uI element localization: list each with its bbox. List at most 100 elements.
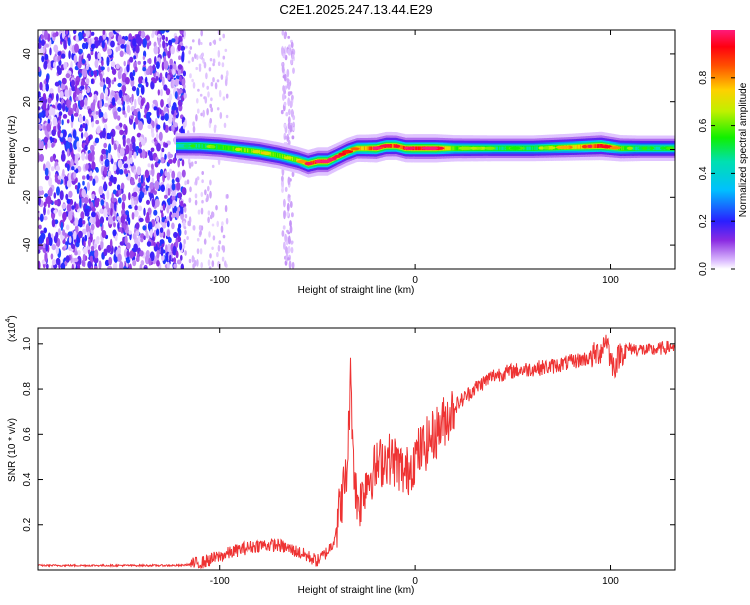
signal-core-slice <box>366 146 368 151</box>
noise-speck <box>94 59 99 68</box>
noise-speck <box>207 216 210 223</box>
noise-speck <box>209 179 212 186</box>
noise-speck <box>197 88 200 92</box>
noise-speck <box>163 84 168 91</box>
noise-speck <box>207 91 210 98</box>
noise-speck <box>119 50 124 58</box>
noise-speck <box>204 96 208 104</box>
noise-speck <box>119 261 124 269</box>
noise-speck <box>171 170 176 180</box>
noise-speck <box>160 116 165 121</box>
noise-speck <box>197 209 201 215</box>
noise-speck <box>132 191 138 197</box>
noise-speck <box>91 211 96 218</box>
noise-speck <box>175 210 180 220</box>
noise-speck <box>155 216 160 222</box>
noise-speck <box>209 190 212 199</box>
noise-speck <box>75 136 79 143</box>
signal-core-slice <box>445 146 447 151</box>
signal-core-slice <box>528 146 530 151</box>
noise-speck <box>223 122 227 128</box>
noise-speck <box>44 60 48 66</box>
noise-speck <box>108 143 112 154</box>
noise-speck <box>153 209 158 216</box>
noise-speck <box>198 65 202 72</box>
noise-speck <box>82 180 85 186</box>
signal-core-slice <box>198 144 200 148</box>
noise-speck <box>111 68 117 75</box>
noise-speck <box>114 201 117 212</box>
noise-speck <box>197 108 200 114</box>
noise-speck <box>112 164 117 172</box>
noise-speck <box>134 66 138 73</box>
noise-speck <box>64 232 67 239</box>
noise-speck <box>140 237 144 243</box>
noise-speck <box>92 215 96 225</box>
noise-speck <box>291 261 295 269</box>
noise-speck <box>287 194 291 198</box>
noise-speck <box>49 237 53 247</box>
noise-speck <box>127 217 131 226</box>
noise-speck <box>201 179 204 184</box>
signal-core-slice <box>251 149 253 153</box>
noise-speck <box>93 256 99 264</box>
noise-speck <box>183 206 187 213</box>
noise-speck <box>113 222 116 228</box>
noise-speck <box>101 148 106 155</box>
noise-speck <box>157 36 161 46</box>
noise-speck <box>89 175 93 181</box>
signal-core-slice <box>501 146 503 151</box>
signal-core-slice <box>381 145 383 149</box>
noise-speck <box>183 92 187 100</box>
noise-speck <box>54 81 60 87</box>
noise-speck <box>89 218 93 223</box>
noise-speck <box>200 207 204 215</box>
signal-core-slice <box>219 145 221 149</box>
noise-speck <box>68 87 72 97</box>
noise-speck <box>78 127 83 132</box>
signal-core-slice <box>450 146 452 151</box>
noise-speck <box>43 43 46 54</box>
noise-speck <box>93 70 98 75</box>
signal-core-slice <box>530 146 532 151</box>
noise-speck <box>122 110 126 115</box>
noise-speck <box>45 236 49 245</box>
noise-speck <box>181 187 187 196</box>
signal-core-slice <box>248 148 250 153</box>
noise-speck <box>219 112 223 119</box>
noise-speck <box>86 57 89 67</box>
noise-speck <box>156 249 160 259</box>
noise-speck <box>109 174 114 184</box>
noise-speck <box>138 177 141 185</box>
noise-speck <box>79 197 82 208</box>
noise-speck <box>212 235 216 241</box>
noise-speck <box>150 163 154 170</box>
noise-speck <box>137 182 142 188</box>
signal-core-slice <box>363 146 365 151</box>
noise-speck <box>140 98 145 107</box>
noise-speck <box>117 115 121 121</box>
noise-speck <box>218 240 222 245</box>
noise-speck <box>187 220 190 226</box>
noise-speck <box>90 144 95 152</box>
signal-core-slice <box>312 160 314 165</box>
noise-speck <box>203 61 207 69</box>
signal-core-slice <box>200 144 202 148</box>
noise-speck <box>292 127 296 131</box>
noise-speck <box>196 98 199 104</box>
noise-speck <box>91 193 95 200</box>
signal-core-slice <box>276 153 278 157</box>
noise-speck <box>81 151 85 161</box>
noise-speck <box>143 266 148 269</box>
signal-core-slice <box>361 146 363 151</box>
noise-speck <box>102 128 106 139</box>
noise-speck <box>170 45 175 55</box>
noise-speck <box>286 136 290 141</box>
noise-speck <box>51 218 56 228</box>
signal-core-slice <box>204 144 206 148</box>
noise-speck <box>192 225 196 231</box>
noise-speck <box>195 177 198 186</box>
noise-speck <box>55 257 61 266</box>
noise-speck <box>94 51 98 60</box>
noise-speck <box>212 77 215 83</box>
